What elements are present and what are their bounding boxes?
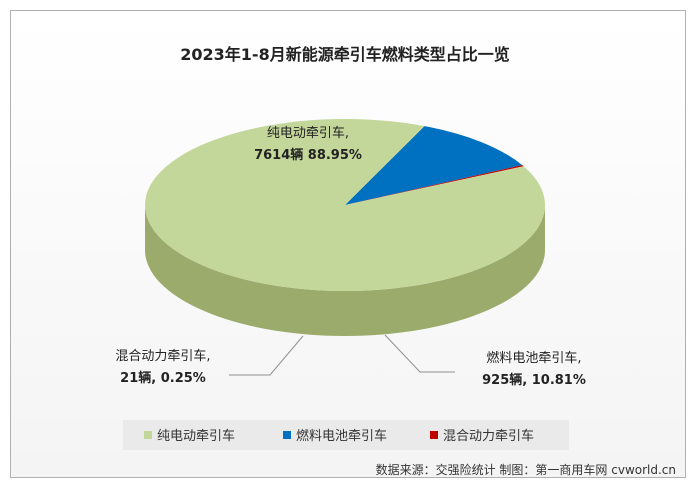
pie-slice-hybrid: [345, 165, 524, 205]
source-note: 数据来源：交强险统计 制图：第一商用车网 cvworld.cn: [375, 463, 676, 477]
pie-side-bev: [145, 205, 545, 336]
data-label-fuel-cell-value: 925辆, 10.81%: [482, 372, 586, 388]
legend-item-hybrid: 混合动力牵引车: [443, 428, 534, 444]
pie-3d: [144, 118, 545, 336]
pie-slice-fuel-cell: [345, 126, 523, 205]
legend-swatch-fuel-cell: [283, 431, 291, 439]
data-label-bev-name: 纯电动牵引车,: [267, 125, 349, 141]
leader-line-hybrid: [229, 335, 304, 376]
data-label-hybrid-value: 21辆, 0.25%: [120, 370, 206, 386]
leader-line-fuel-cell: [384, 334, 455, 373]
legend-box: [123, 420, 569, 450]
legend-swatch-bev: [144, 431, 152, 439]
data-label-fuel-cell-name: 燃料电池牵引车,: [486, 350, 581, 366]
data-label-bev-value: 7614辆 88.95%: [254, 147, 362, 163]
legend-swatch-hybrid: [430, 431, 438, 439]
legend-item-bev: 纯电动牵引车: [157, 428, 235, 444]
chart-title: 2023年1-8月新能源牵引车燃料类型占比一览: [180, 45, 509, 64]
pie-slice-bev: [144, 118, 545, 292]
legend-item-fuel-cell: 燃料电池牵引车: [296, 428, 387, 444]
data-label-hybrid-name: 混合动力牵引车,: [115, 348, 210, 364]
